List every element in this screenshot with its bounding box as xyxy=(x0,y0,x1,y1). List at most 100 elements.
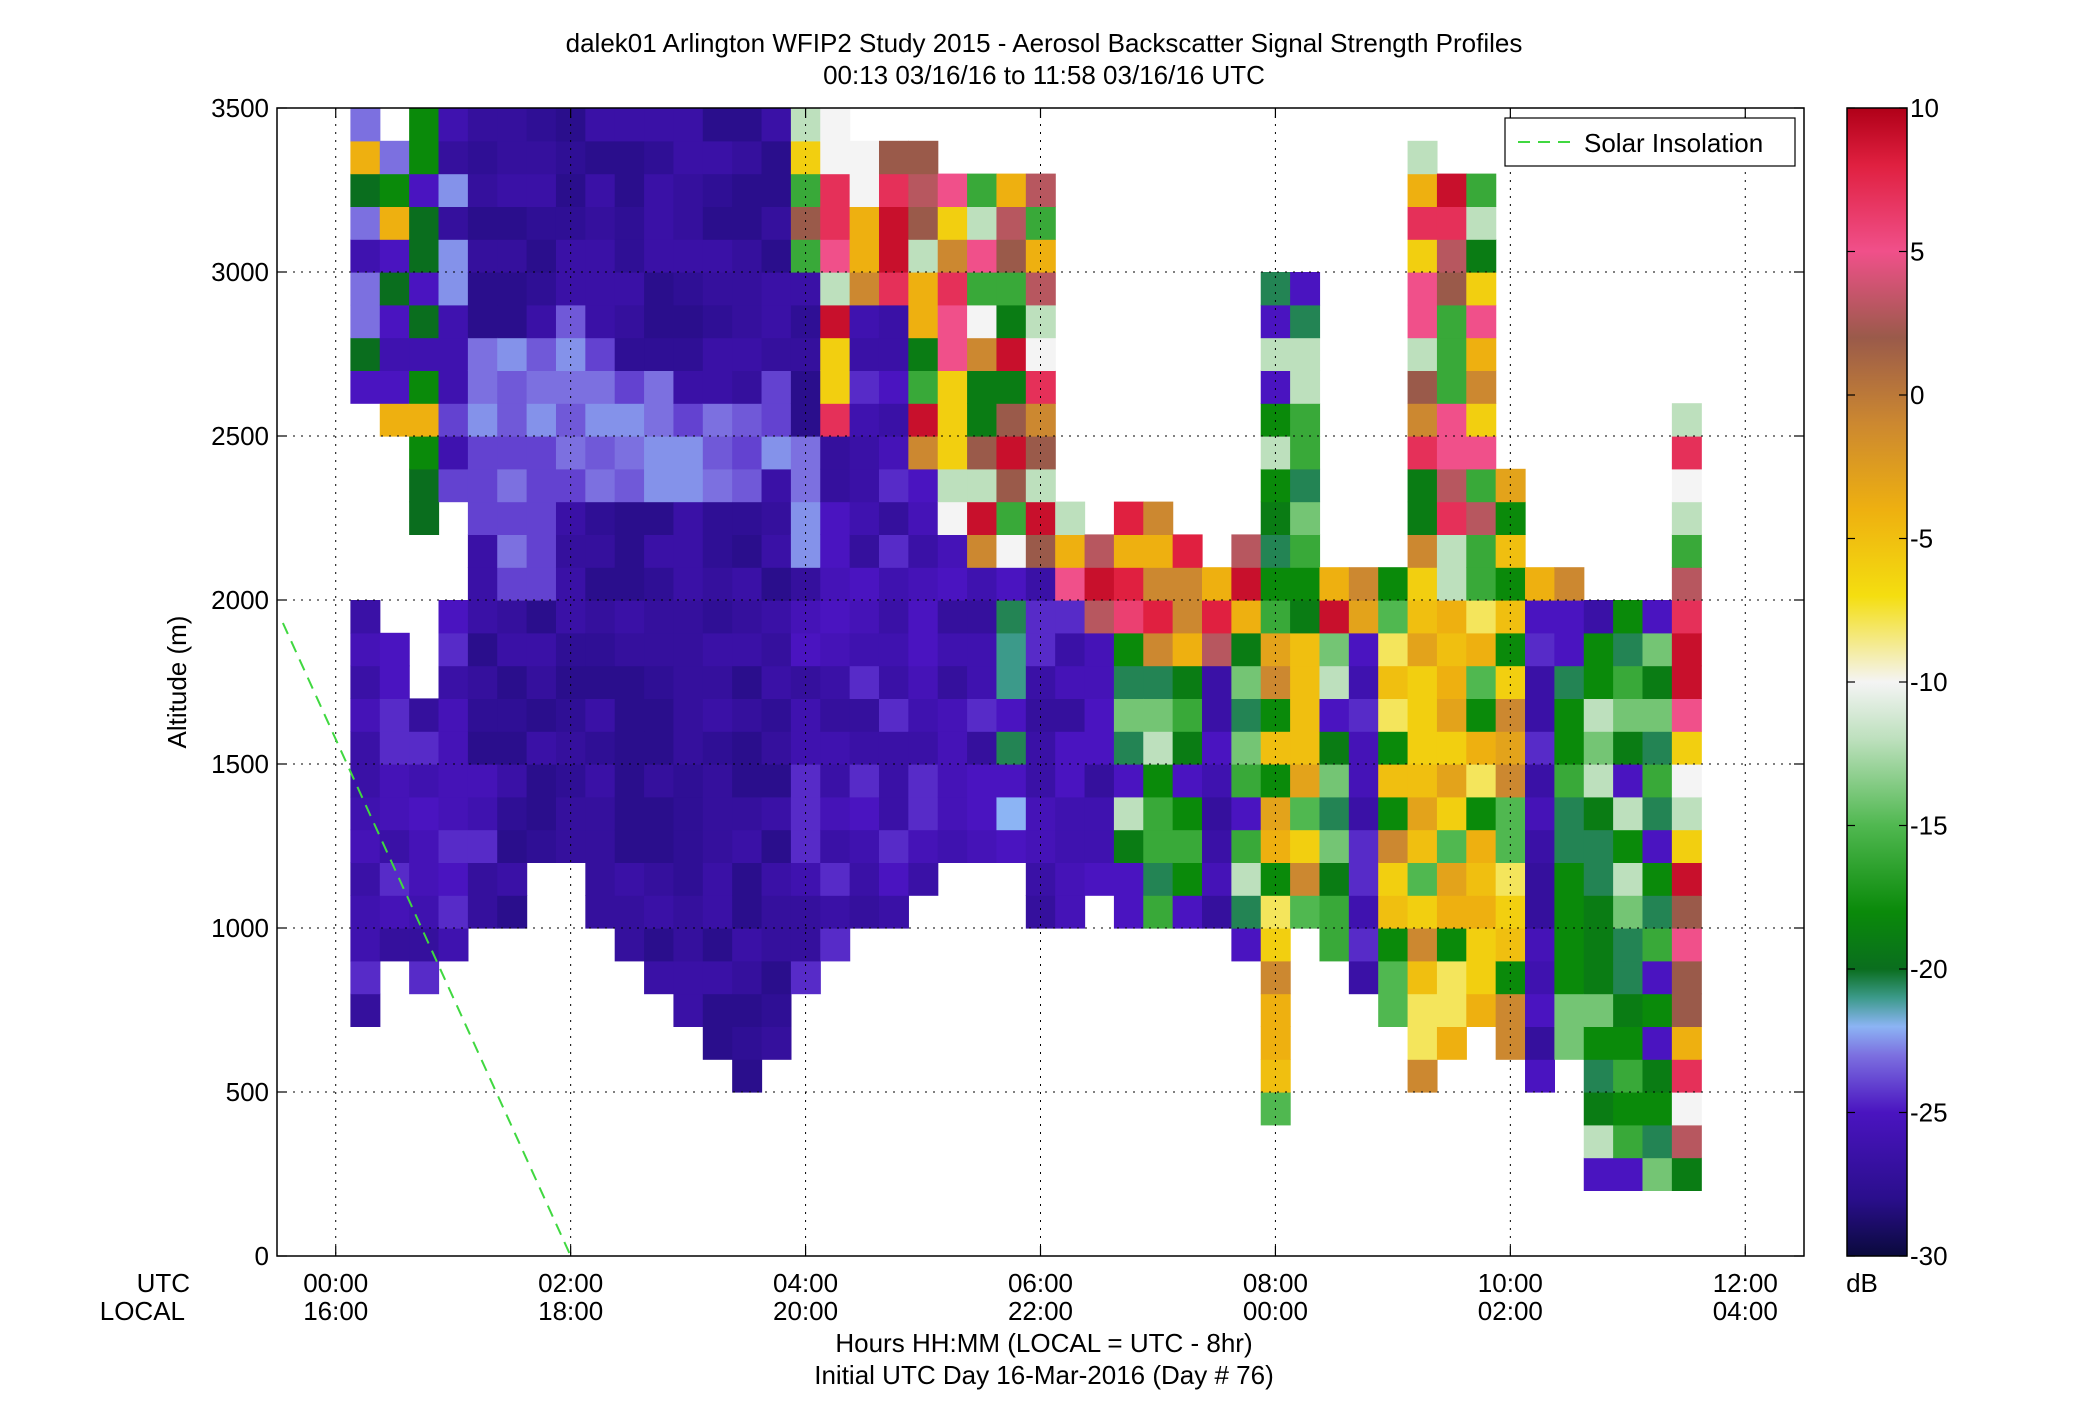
heatmap-cell xyxy=(937,829,968,863)
heatmap-cell xyxy=(702,1026,733,1060)
heatmap-cell xyxy=(350,993,381,1027)
heatmap-cell xyxy=(820,665,851,699)
heatmap-cell xyxy=(350,928,381,962)
heatmap-cell xyxy=(1290,468,1321,503)
heatmap-cell xyxy=(1583,1157,1614,1191)
heatmap-cell xyxy=(673,731,704,765)
heatmap-cell xyxy=(1613,960,1644,995)
y-axis-label: Altitude (m) xyxy=(162,616,192,749)
heatmap-cell xyxy=(702,436,733,470)
heatmap-cell xyxy=(585,534,616,568)
x-tick-label-utc: 08:00 xyxy=(1243,1268,1308,1298)
heatmap-cell xyxy=(761,337,792,371)
heatmap-cell xyxy=(702,501,733,535)
heatmap-cell xyxy=(350,665,381,699)
heatmap-cell xyxy=(1583,665,1614,699)
heatmap-cell xyxy=(1084,764,1115,798)
heatmap-cell xyxy=(673,895,704,929)
heatmap-cell xyxy=(1642,764,1673,798)
heatmap-cell xyxy=(409,140,440,175)
heatmap-cell xyxy=(761,1026,792,1060)
heatmap-cell xyxy=(350,206,381,240)
heatmap-cell xyxy=(1671,731,1702,765)
heatmap-cell xyxy=(1319,698,1350,732)
heatmap-cell xyxy=(467,698,498,732)
heatmap-cell xyxy=(1084,829,1115,863)
heatmap-cell xyxy=(1671,1124,1702,1159)
heatmap-cell xyxy=(467,403,498,437)
heatmap-cell xyxy=(1319,600,1350,634)
heatmap-cell xyxy=(614,632,645,667)
heatmap-cell xyxy=(1407,239,1438,273)
heatmap-cell xyxy=(996,370,1027,404)
heatmap-cell xyxy=(1554,829,1585,863)
heatmap-cell xyxy=(1436,731,1467,765)
heatmap-cell xyxy=(497,600,528,634)
heatmap-cell xyxy=(937,436,968,470)
colorbar-tick-label: -25 xyxy=(1910,1098,1948,1128)
heatmap-cell xyxy=(1407,403,1438,437)
heatmap-cell xyxy=(1436,993,1467,1027)
heatmap-cell xyxy=(1113,895,1144,929)
heatmap-cell xyxy=(1407,600,1438,634)
grid-lines xyxy=(277,108,1804,1256)
y-tick-label: 2000 xyxy=(211,585,269,615)
heatmap-cell xyxy=(702,862,733,896)
heatmap-cell xyxy=(1055,796,1086,831)
colorbar-tick-label: -30 xyxy=(1910,1241,1948,1271)
heatmap-cell xyxy=(673,928,704,962)
colorbar xyxy=(1846,107,1908,1257)
heatmap-cell xyxy=(761,468,792,503)
heatmap-cell xyxy=(644,468,675,503)
heatmap-cell xyxy=(702,140,733,175)
heatmap-cell xyxy=(732,796,763,831)
heatmap-cell xyxy=(1436,567,1467,601)
heatmap-cell xyxy=(1407,632,1438,667)
heatmap-cell xyxy=(1202,764,1232,798)
heatmap-cell xyxy=(1025,501,1056,535)
heatmap-cell xyxy=(497,796,528,831)
solar-insolation-line xyxy=(281,622,572,1257)
heatmap-cell xyxy=(644,173,675,207)
heatmap-cell xyxy=(1348,600,1379,634)
chart-subtitle: 00:13 03/16/16 to 11:58 03/16/16 UTC xyxy=(823,60,1265,90)
heatmap-cell xyxy=(967,600,998,634)
heatmap-cell xyxy=(908,632,939,667)
heatmap-cell xyxy=(878,665,909,699)
heatmap-cell xyxy=(1554,764,1585,798)
heatmap-cell xyxy=(1407,272,1438,306)
heatmap-cell xyxy=(673,600,704,634)
heatmap-cell xyxy=(644,501,675,535)
heatmap-cell xyxy=(438,206,469,240)
heatmap-cell xyxy=(967,501,998,535)
heatmap-cell xyxy=(820,370,851,404)
heatmap-cell xyxy=(585,436,616,470)
heatmap-cell xyxy=(1671,1026,1702,1060)
heatmap-cell xyxy=(644,928,675,962)
heatmap-cell xyxy=(409,468,440,503)
heatmap-cell xyxy=(1260,403,1291,437)
heatmap-cell xyxy=(673,698,704,732)
heatmap-cell xyxy=(1172,796,1203,831)
heatmap-cell xyxy=(438,698,469,732)
heatmap-cell xyxy=(438,403,469,437)
heatmap-cell xyxy=(409,337,440,371)
heatmap-cell xyxy=(1554,665,1585,699)
heatmap-cell xyxy=(1319,862,1350,896)
heatmap-cell xyxy=(1642,796,1673,831)
heatmap-cell xyxy=(409,239,440,273)
heatmap-cell xyxy=(1055,600,1086,634)
heatmap-cell xyxy=(908,796,939,831)
x-axis-label-2: Initial UTC Day 16-Mar-2016 (Day # 76) xyxy=(814,1360,1274,1390)
heatmap-cell xyxy=(1671,993,1702,1027)
heatmap-cell xyxy=(1671,632,1702,667)
heatmap-cell xyxy=(702,632,733,667)
heatmap-cell xyxy=(1642,1157,1673,1191)
heatmap-cell xyxy=(614,239,645,273)
heatmap-cell xyxy=(1202,796,1232,831)
heatmap-cell xyxy=(761,108,792,142)
y-tick-label: 0 xyxy=(255,1241,269,1271)
heatmap-cell xyxy=(614,272,645,306)
heatmap-cell xyxy=(820,403,851,437)
heatmap-cell xyxy=(1113,501,1144,535)
